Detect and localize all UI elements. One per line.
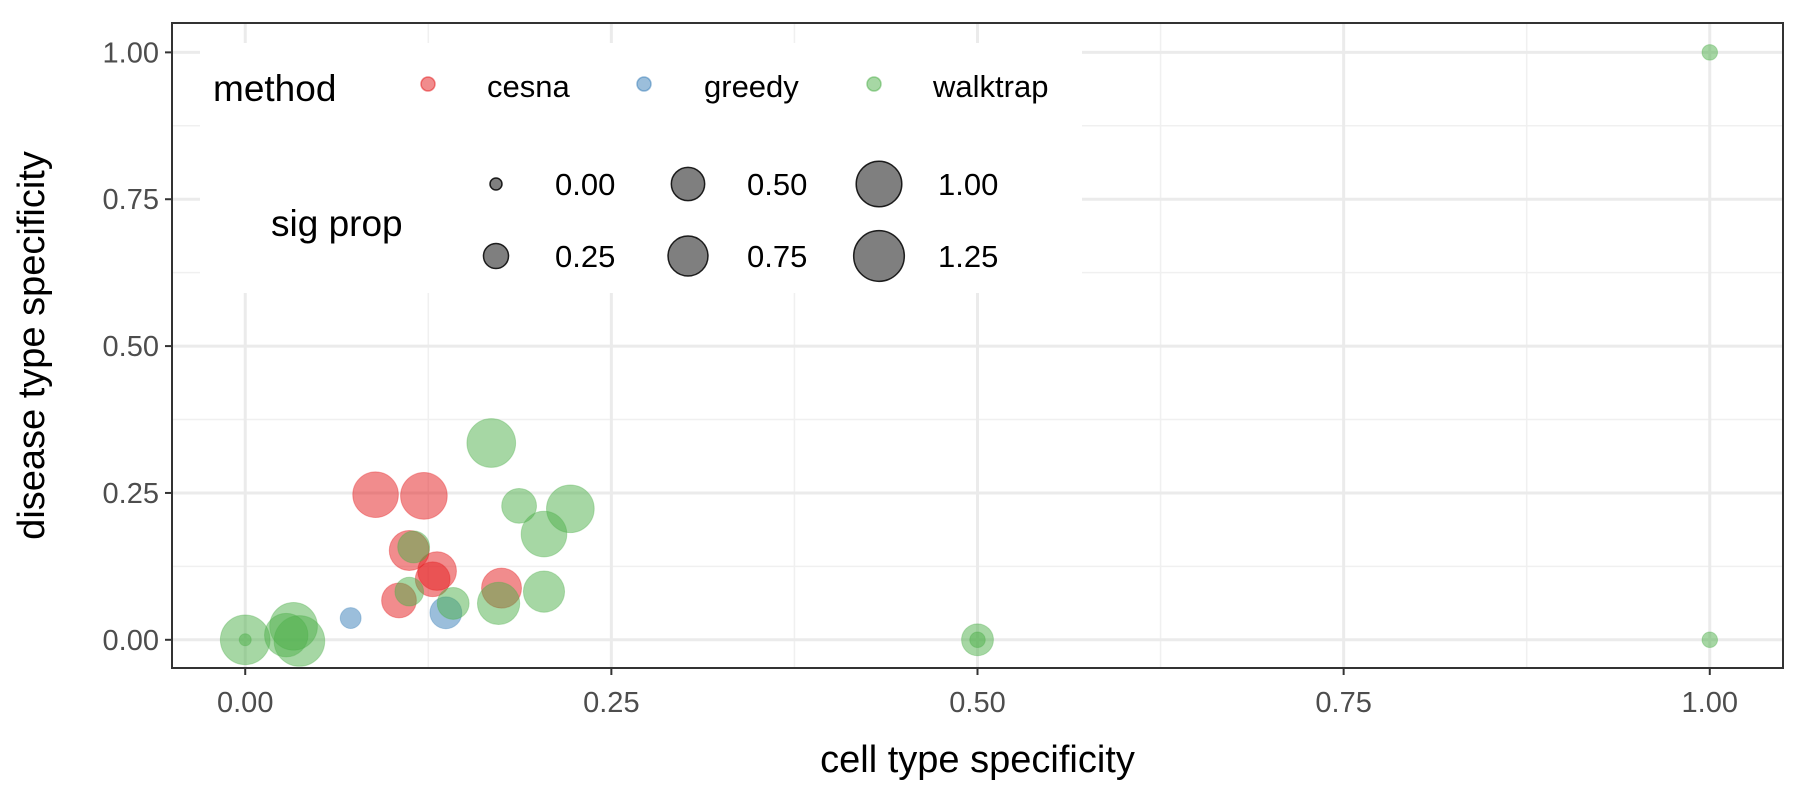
- x-tick-label: 0.50: [949, 687, 1005, 719]
- legend: method cesna greedy walktrap sig prop 0.00…: [200, 43, 1082, 293]
- legend-key-greedy: [636, 76, 652, 92]
- y-tick-label: 1.00: [103, 37, 159, 69]
- legend-size-key: [855, 160, 903, 208]
- y-tick-label: 0.75: [103, 184, 159, 216]
- legend-key-cesna: [420, 76, 436, 92]
- y-tick-label: 0.25: [103, 478, 159, 510]
- data-point-greedy: [339, 607, 362, 629]
- data-point-walktrap: [476, 581, 521, 626]
- x-tick-label: 0.25: [583, 687, 639, 719]
- legend-method-title: method: [213, 68, 336, 109]
- data-point-walktrap: [969, 631, 986, 649]
- x-tick-label: 0.75: [1315, 687, 1371, 719]
- legend-size-key: [482, 242, 510, 270]
- legend-label-cesna: cesna: [487, 69, 570, 104]
- legend-size-label: 0.25: [555, 239, 615, 274]
- data-point-cesna: [400, 472, 448, 520]
- y-tick-label: 0.00: [103, 625, 159, 657]
- x-axis-ticks: 0.00 0.25 0.50 0.75 1.00: [217, 668, 1738, 719]
- x-axis-title: cell type specificity: [820, 739, 1135, 781]
- legend-size-label: 1.00: [938, 167, 998, 202]
- legend-key-walktrap: [866, 76, 882, 92]
- legend-size-label: 1.25: [938, 239, 998, 274]
- data-point-walktrap: [520, 510, 568, 558]
- legend-label-greedy: greedy: [704, 69, 799, 104]
- data-point-cesna: [352, 471, 399, 519]
- legend-size-label: 0.50: [747, 167, 807, 202]
- legend-size-key: [489, 177, 503, 191]
- x-tick-label: 1.00: [1682, 687, 1738, 719]
- data-points: [219, 44, 1719, 667]
- legend-size-label: 0.75: [747, 239, 807, 274]
- y-tick-label: 0.50: [103, 331, 159, 363]
- data-point-walktrap: [501, 487, 537, 524]
- data-point-walktrap: [264, 612, 309, 658]
- x-tick-label: 0.00: [217, 687, 273, 719]
- data-point-walktrap: [238, 633, 252, 647]
- legend-size-key: [852, 229, 906, 283]
- legend-sig-prop-items: 0.00 0.50 1.00 0.25 0.75 1.25: [482, 160, 998, 283]
- data-point-walktrap: [1701, 44, 1719, 61]
- data-point-walktrap: [466, 418, 517, 468]
- legend-size-key: [667, 235, 709, 277]
- legend-size-key: [670, 166, 706, 202]
- legend-size-label: 0.00: [555, 167, 615, 202]
- data-point-walktrap: [394, 576, 425, 607]
- y-axis-title: disease type specificity: [11, 151, 53, 540]
- data-point-walktrap: [522, 570, 566, 613]
- y-axis-ticks: 0.00 0.25 0.50 0.75 1.00: [103, 37, 172, 657]
- legend-sig-prop-title: sig prop: [271, 203, 403, 244]
- legend-label-walktrap: walktrap: [932, 69, 1048, 104]
- data-point-walktrap: [1701, 631, 1719, 649]
- data-point-walktrap: [397, 530, 431, 564]
- data-point-walktrap: [436, 586, 470, 620]
- legend-method-items: cesna greedy walktrap: [420, 69, 1048, 104]
